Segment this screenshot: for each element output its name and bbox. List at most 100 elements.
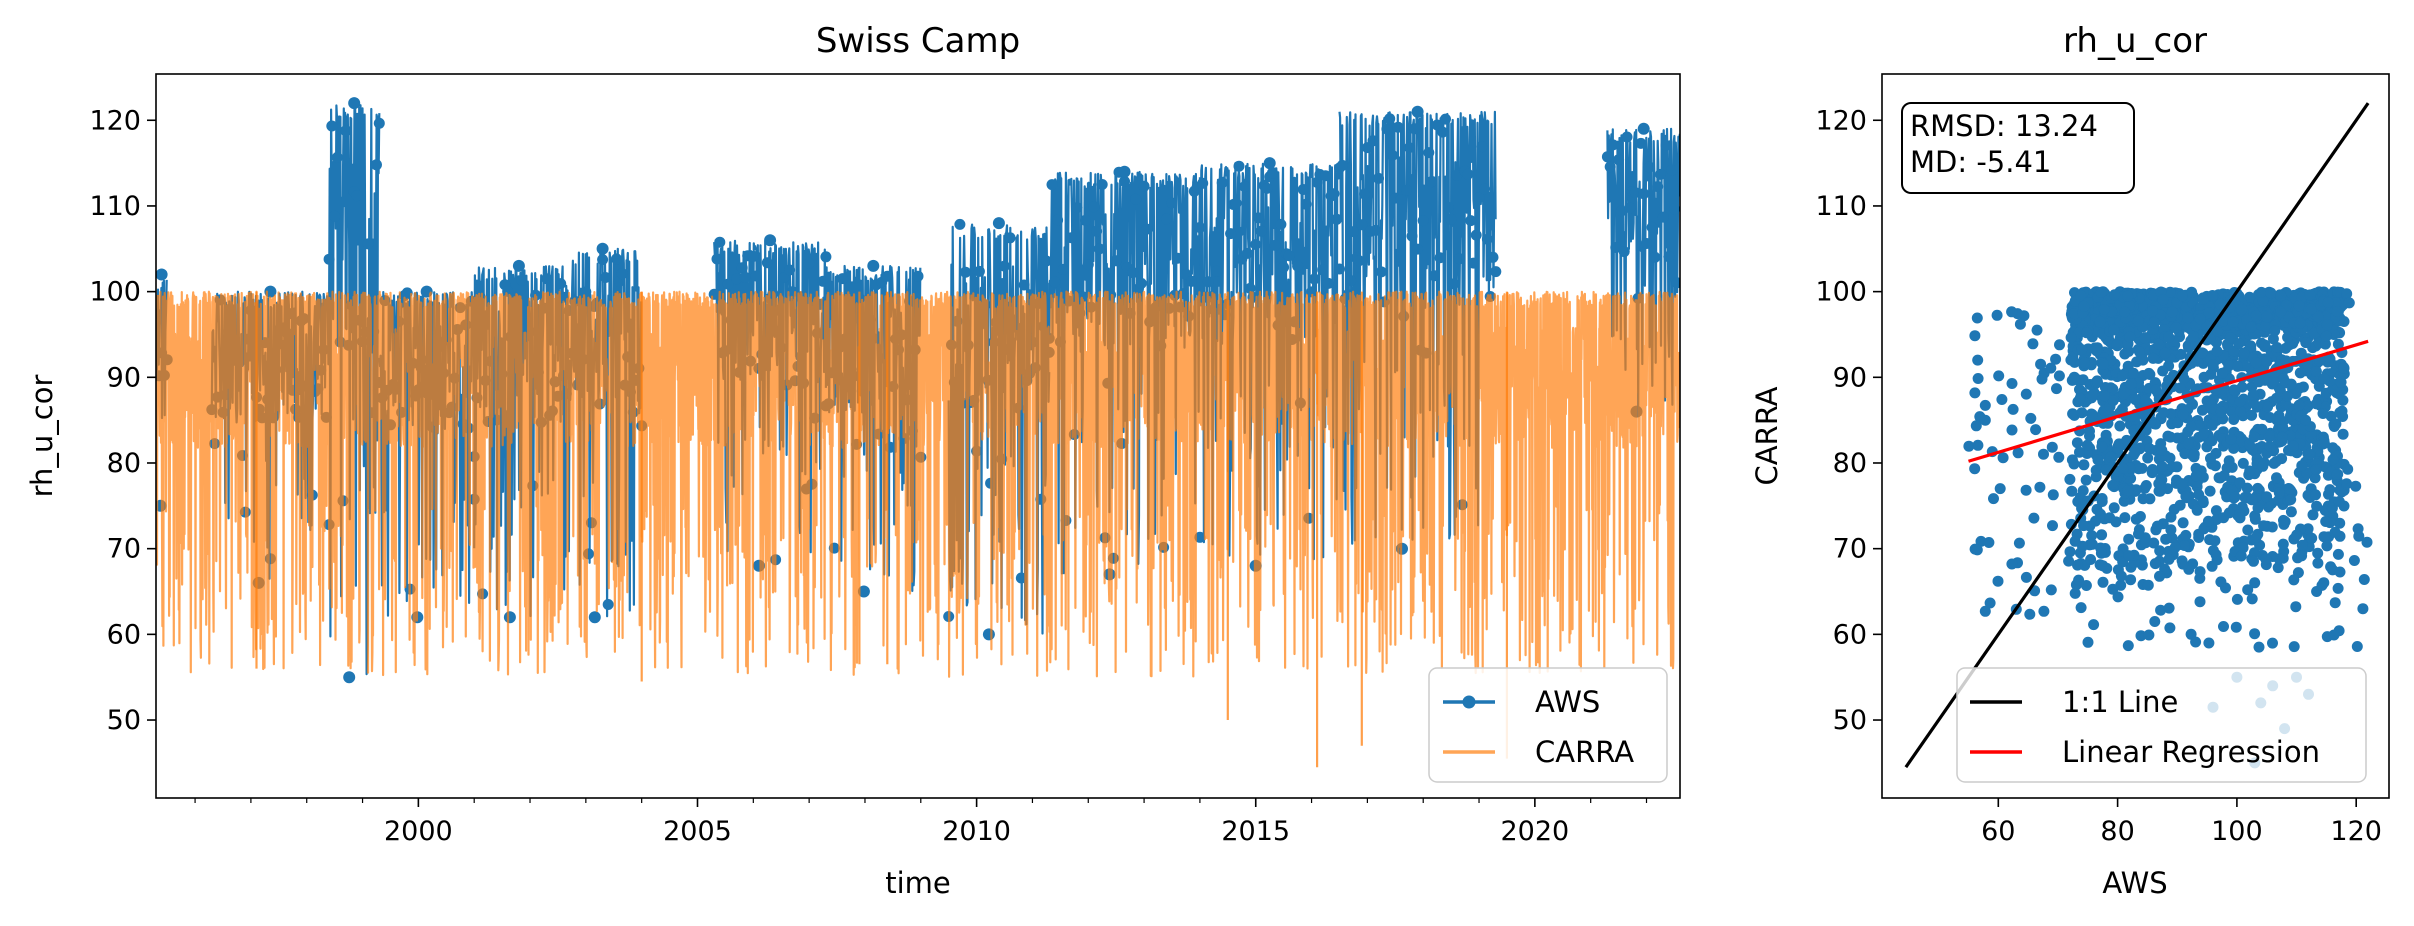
aws-point bbox=[1392, 121, 1404, 133]
scatter-point bbox=[2109, 478, 2120, 490]
scatter-point bbox=[2129, 447, 2141, 459]
scatter-point bbox=[2096, 496, 2108, 507]
scatter-point bbox=[2237, 457, 2249, 469]
scatter-point bbox=[2250, 310, 2262, 322]
stats-annotation: RMSD: 13.24 MD: -5.41 bbox=[1901, 102, 2135, 194]
scatter-point bbox=[2215, 576, 2227, 588]
scatter-point bbox=[2038, 448, 2049, 460]
scatter-point bbox=[2278, 514, 2289, 526]
scatter-point bbox=[2236, 304, 2248, 315]
scatter-point bbox=[2165, 524, 2177, 536]
scatter-point bbox=[2331, 306, 2343, 317]
y-tick-label: 50 bbox=[107, 705, 141, 736]
scatter-point bbox=[1972, 439, 1984, 451]
scatter-point bbox=[2223, 507, 2235, 519]
scatter-point bbox=[2260, 553, 2272, 565]
scatter-point bbox=[2234, 512, 2246, 524]
aws-point bbox=[1646, 221, 1658, 233]
aws-point bbox=[1412, 243, 1424, 255]
aws-point bbox=[1052, 214, 1064, 226]
scatter-point bbox=[2020, 484, 2032, 496]
scatter-point bbox=[2133, 463, 2145, 475]
aws-point bbox=[1292, 260, 1304, 272]
scatter-point bbox=[2020, 571, 2032, 583]
aws-point bbox=[1403, 142, 1415, 154]
aws-point bbox=[326, 120, 338, 132]
aws-point bbox=[1096, 179, 1108, 190]
scatter-point bbox=[1994, 483, 2006, 495]
scatter-point bbox=[2206, 560, 2218, 572]
scatter-point bbox=[2328, 629, 2340, 641]
scatter-point bbox=[2157, 294, 2169, 306]
aws-point bbox=[1629, 187, 1641, 199]
aws-point bbox=[1652, 181, 1664, 193]
scatter-point bbox=[1997, 452, 2009, 464]
scatter-point bbox=[2137, 493, 2149, 505]
scatter-point bbox=[2153, 478, 2165, 490]
scatter-point bbox=[2149, 558, 2161, 570]
scatter-point bbox=[2249, 628, 2261, 640]
scatter-point bbox=[2140, 480, 2152, 491]
scatter-point bbox=[2133, 528, 2144, 540]
scatter-point bbox=[2293, 300, 2305, 312]
aws-point bbox=[1448, 278, 1460, 290]
scatter-point bbox=[1984, 597, 1996, 609]
scatter-point bbox=[2157, 365, 2169, 377]
aws-point bbox=[1476, 141, 1488, 153]
scatter-point bbox=[2207, 290, 2218, 301]
scatter-point bbox=[2179, 540, 2190, 551]
scatter-point bbox=[2086, 409, 2098, 421]
aws-point bbox=[1082, 259, 1094, 271]
scatter-point bbox=[2150, 384, 2162, 396]
x-tick-label: 2020 bbox=[1500, 816, 1569, 847]
scatter-point bbox=[2076, 407, 2088, 419]
aws-point bbox=[611, 253, 622, 265]
scatter-point bbox=[2122, 290, 2134, 302]
aws-point bbox=[1442, 201, 1454, 213]
aws-point bbox=[599, 272, 611, 283]
aws-point bbox=[1668, 203, 1680, 215]
aws-point bbox=[1643, 161, 1655, 173]
aws-point bbox=[1127, 267, 1139, 279]
scatter-point bbox=[2006, 306, 2018, 318]
aws-point bbox=[1663, 251, 1675, 263]
aws-point bbox=[1300, 198, 1312, 210]
scatter-point bbox=[2290, 388, 2302, 400]
aws-point bbox=[1057, 263, 1069, 275]
scatter-point bbox=[2312, 311, 2324, 323]
scatter-point bbox=[2091, 345, 2102, 357]
scatter-point bbox=[2171, 461, 2183, 473]
scatter-point bbox=[2169, 542, 2181, 554]
scatter-point bbox=[2020, 388, 2032, 400]
aws-point bbox=[867, 259, 880, 272]
aws-point bbox=[1428, 270, 1440, 282]
scatter-point bbox=[2322, 297, 2334, 308]
scatter-point bbox=[2296, 550, 2308, 562]
y-tick-label: 100 bbox=[89, 277, 141, 308]
scatter-point bbox=[2260, 320, 2272, 332]
scatter-point bbox=[2006, 378, 2018, 389]
aws-point bbox=[1040, 255, 1052, 267]
scatter-point bbox=[2267, 637, 2278, 649]
y-tick-label: 50 bbox=[1833, 705, 1867, 736]
scatter-point bbox=[2108, 324, 2120, 336]
aws-point bbox=[371, 159, 382, 171]
scatter-point bbox=[2078, 300, 2090, 312]
aws-point bbox=[1434, 252, 1446, 264]
scatter-legend-box bbox=[1956, 667, 2367, 783]
scatter-point bbox=[2096, 441, 2108, 453]
y-tick-label: 60 bbox=[107, 619, 141, 650]
scatter-point bbox=[2137, 354, 2149, 366]
scatter-point bbox=[2235, 550, 2247, 562]
y-tick-label: 90 bbox=[1833, 362, 1867, 393]
aws-point bbox=[1278, 261, 1290, 273]
scatter-point bbox=[2064, 546, 2076, 558]
scatter-point bbox=[2246, 593, 2258, 605]
scatter-point bbox=[2153, 338, 2165, 350]
scatter-point bbox=[2310, 489, 2321, 501]
aws-point bbox=[1454, 253, 1465, 265]
scatter-point bbox=[2109, 289, 2121, 301]
scatter-point bbox=[2146, 467, 2158, 479]
scatter-point bbox=[2246, 494, 2258, 506]
scatter-point bbox=[2204, 534, 2216, 546]
